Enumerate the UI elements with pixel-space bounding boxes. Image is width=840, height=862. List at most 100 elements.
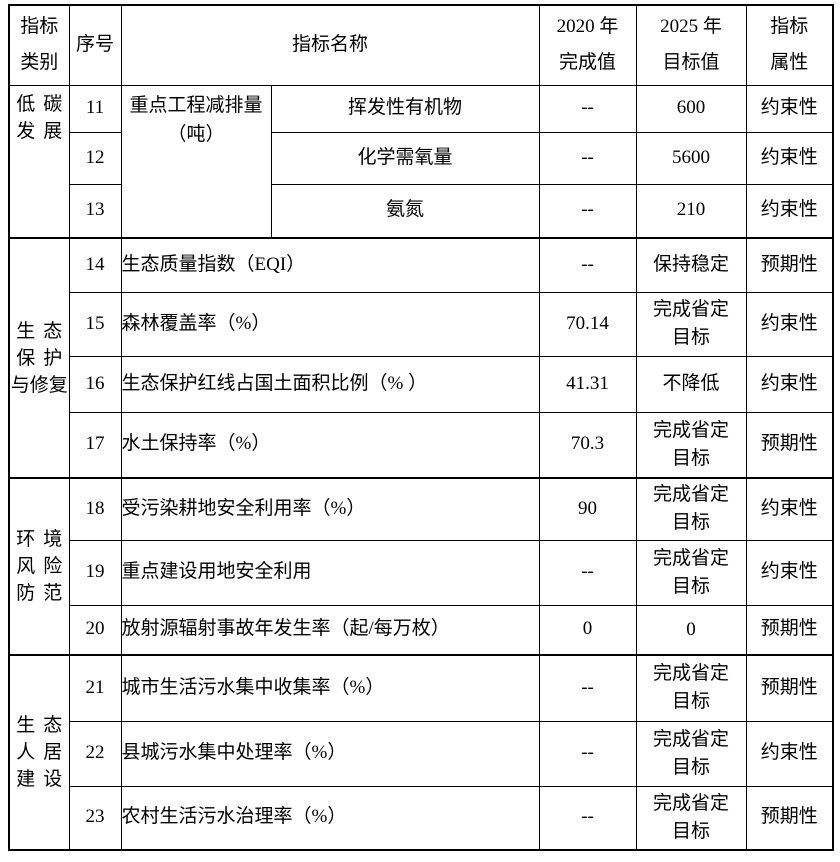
indicators-table: 指标 类别 序号 指标名称 2020 年 完成值 2025 年 目标值 指标 属…: [8, 4, 835, 851]
value-2020: --: [538, 237, 637, 293]
target-value: 保持稳定: [653, 254, 730, 276]
attr-value: 预期性: [745, 604, 834, 656]
table-row: 环境 风险 防范 18 受污染耕地安全利用率（%） 90 完成省定目标 约束性: [8, 477, 834, 656]
indicator-name: 森林覆盖率（%）: [120, 291, 540, 357]
indicator-name: 水土保持率（%）: [120, 411, 540, 479]
value-2025: 完成省定目标: [635, 477, 747, 541]
value-2025: 不降低: [635, 355, 747, 413]
row-no: 17: [68, 411, 122, 479]
table-row: 生态 人居 建设 21 城市生活污水集中收集率（%） -- 完成省定目标 预期性: [8, 654, 834, 851]
indicator-name: 氨氮: [270, 183, 540, 239]
target-value: 不降低: [662, 373, 720, 394]
value-2020: 41.31: [538, 355, 637, 413]
indicator-name: 生态质量指数（EQI）: [120, 237, 540, 293]
attr-value: 约束性: [745, 539, 834, 606]
attr-value: 约束性: [745, 131, 834, 185]
table-row: 17 水土保持率（%） 70.3 完成省定目标 预期性: [9, 411, 834, 479]
table-row: 20 放射源辐射事故年发生率（起/每万枚） 0 0 预期性: [9, 604, 834, 656]
target-value: 完成省定目标: [653, 728, 730, 778]
subgroup-cell-key-project-reduction: 重点工程减排量 （吨）: [120, 84, 272, 239]
value-2025: 完成省定目标: [635, 654, 747, 722]
header-no: 序号: [68, 4, 122, 86]
header-2020-line2: 完成值: [559, 52, 617, 74]
row-no: 22: [68, 720, 122, 787]
target-value: 完成省定目标: [653, 547, 730, 597]
row-no: 19: [68, 539, 122, 606]
target-value: 完成省定目标: [653, 484, 730, 534]
attr-value: 预期性: [745, 237, 834, 293]
category-label: 环境: [16, 529, 63, 550]
value-2020: 70.3: [538, 411, 637, 479]
value-2020: --: [538, 84, 637, 133]
category-label: 建设: [16, 769, 63, 790]
value-2020: 90: [538, 477, 637, 541]
value-2020: --: [538, 720, 637, 787]
indicator-name: 挥发性有机物: [270, 84, 540, 133]
value-2025: 完成省定目标: [635, 720, 747, 787]
header-category-line1: 指标: [20, 16, 59, 38]
indicator-name: 重点建设用地安全利用: [120, 539, 540, 606]
table-row: 12 化学需氧量 -- 5600 约束性: [9, 131, 834, 185]
row-no: 20: [68, 604, 122, 656]
header-2020: 2020 年 完成值: [538, 4, 637, 86]
value-2020: --: [538, 539, 637, 606]
value-2025: 5600: [635, 131, 747, 185]
category-label: 风险: [16, 556, 63, 577]
value-2025: 保持稳定: [635, 237, 747, 293]
category-label: 低碳: [16, 93, 63, 115]
table-row: 15 森林覆盖率（%） 70.14 完成省定目标 约束性: [9, 291, 834, 357]
target-value: 完成省定目标: [653, 792, 730, 842]
category-cell-eco-living: 生态 人居 建设: [8, 654, 70, 851]
row-no: 13: [68, 183, 122, 239]
attr-value: 约束性: [745, 477, 834, 541]
value-2020: --: [538, 131, 637, 185]
category-label: 防范: [16, 583, 63, 604]
row-no: 11: [68, 84, 122, 133]
header-2025-line1: 2025 年: [660, 16, 722, 38]
attr-value: 约束性: [745, 720, 834, 787]
category-label: 生态: [16, 320, 63, 342]
target-value: 完成省定目标: [653, 663, 730, 713]
indicator-name: 放射源辐射事故年发生率（起/每万枚）: [120, 604, 540, 656]
table-row: 低碳 发展 11 重点工程减排量 （吨） 挥发性有机物 -- 600 约束性: [8, 84, 834, 239]
value-2020: --: [538, 183, 637, 239]
attr-value: 约束性: [745, 355, 834, 413]
attr-value: 预期性: [745, 785, 834, 851]
category-label: 发展: [16, 120, 63, 142]
value-2025: 完成省定目标: [635, 291, 747, 357]
table-row: 23 农村生活污水治理率（%） -- 完成省定目标 预期性: [9, 785, 834, 851]
indicator-name: 城市生活污水集中收集率（%）: [120, 654, 540, 722]
row-no: 15: [68, 291, 122, 357]
target-value: 0: [686, 618, 696, 640]
value-2025: 0: [635, 604, 747, 656]
header-row: 指标 类别 序号 指标名称 2020 年 完成值 2025 年 目标值 指标 属…: [8, 4, 834, 86]
value-2025: 完成省定目标: [635, 539, 747, 606]
indicator-name: 化学需氧量: [270, 131, 540, 185]
category-cell-env-risk: 环境 风险 防范: [8, 477, 70, 656]
attr-value: 约束性: [745, 183, 834, 239]
subgroup-label: 重点工程减排量: [129, 94, 263, 116]
category-label: 人居: [16, 742, 63, 763]
header-attr: 指标 属性: [745, 4, 834, 86]
indicator-name: 受污染耕地安全利用率（%）: [120, 477, 540, 541]
target-value: 完成省定目标: [653, 299, 730, 348]
row-no: 12: [68, 131, 122, 185]
category-cell-low-carbon: 低碳 发展: [8, 84, 70, 239]
category-cell-eco-protection: 生态 保护 与修复: [8, 237, 70, 479]
header-attr-line1: 指标: [770, 16, 809, 38]
value-2025: 完成省定目标: [635, 411, 747, 479]
value-2020: 70.14: [538, 291, 637, 357]
value-2020: --: [538, 654, 637, 722]
value-2020: 0: [538, 604, 637, 656]
row-no: 16: [68, 355, 122, 413]
header-category-line2: 类别: [20, 52, 59, 74]
category-label: 生态: [16, 715, 63, 736]
attr-value: 约束性: [745, 291, 834, 357]
category-label: 与修复: [10, 374, 68, 396]
value-2025: 完成省定目标: [635, 785, 747, 851]
header-2025: 2025 年 目标值: [635, 4, 747, 86]
header-category: 指标 类别: [8, 4, 70, 86]
indicator-name: 县城污水集中处理率（%）: [120, 720, 540, 787]
row-no: 18: [68, 477, 122, 541]
row-no: 21: [68, 654, 122, 722]
